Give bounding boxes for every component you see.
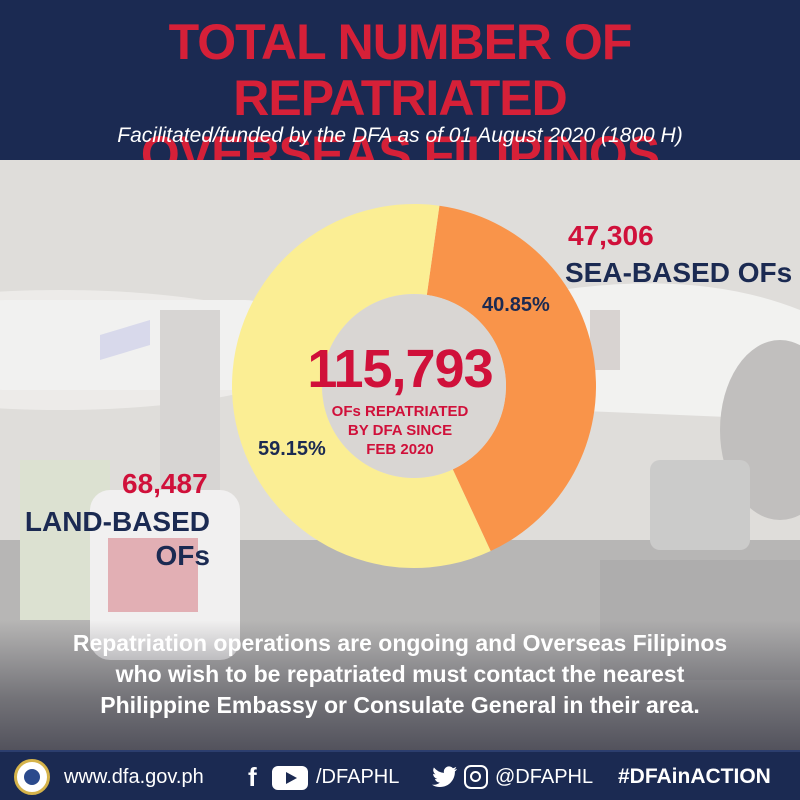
land-based-label-line-1: LAND-BASED [24,506,210,537]
land-based-label-line-2: OFs [155,540,210,571]
total-repatriated-value: 115,793 [307,339,493,399]
advisory-line-1: Repatriation operations are ongoing and … [72,630,728,656]
advisory-line-3: Philippine Embassy or Consulate General … [100,692,700,718]
land-based-count: 68,487 [122,468,208,499]
twitter-icon[interactable] [432,766,458,788]
footer-bar: www.dfa.gov.ph f /DFAPHL @DFAPHL #DFAinA… [0,750,800,800]
total-caption-line-1: OFs REPATRIATED [331,403,469,420]
sea-based-slice [426,205,596,552]
page-subtitle: Facilitated/funded by the DFA as of 01 A… [117,124,683,147]
youtube-icon[interactable] [272,766,308,790]
facebook-icon[interactable]: f [248,762,257,792]
website-link[interactable]: www.dfa.gov.ph [64,766,204,788]
sea-based-label: SEA-BASED OFs [565,257,793,288]
donut-chart [232,203,596,568]
total-caption-line-3: FEB 2020 [366,441,434,458]
land-based-label: LAND-BASED OFs [20,505,210,573]
twitter-instagram-handle[interactable]: @DFAPHL [495,766,594,788]
total-caption-line-2: BY DFA SINCE [347,422,453,439]
page-title: TOTAL NUMBER OF REPATRIATED OVERSEAS FIL… [0,14,800,182]
sea-percent-label: 40.85% [482,294,550,316]
advisory-note: Repatriation operations are ongoing and … [0,628,800,721]
advisory-line-2: who wish to be repatriated must contact … [115,661,685,687]
header-banner: TOTAL NUMBER OF REPATRIATED OVERSEAS FIL… [0,0,800,182]
facebook-youtube-handle[interactable]: /DFAPHL [316,766,400,788]
land-percent-label: 59.15% [258,438,326,460]
instagram-icon[interactable] [464,765,488,789]
dfa-seal-icon [14,759,50,795]
hashtag: #DFAinACTION [618,765,771,788]
sea-based-count: 47,306 [568,220,654,251]
photo-bottom-shade [0,620,800,750]
total-caption: OFs REPATRIATED BY DFA SINCE FEB 2020 [310,402,490,459]
land-based-slice [232,203,491,568]
donut-center [322,294,506,478]
title-line-1: TOTAL NUMBER OF REPATRIATED [168,14,633,126]
